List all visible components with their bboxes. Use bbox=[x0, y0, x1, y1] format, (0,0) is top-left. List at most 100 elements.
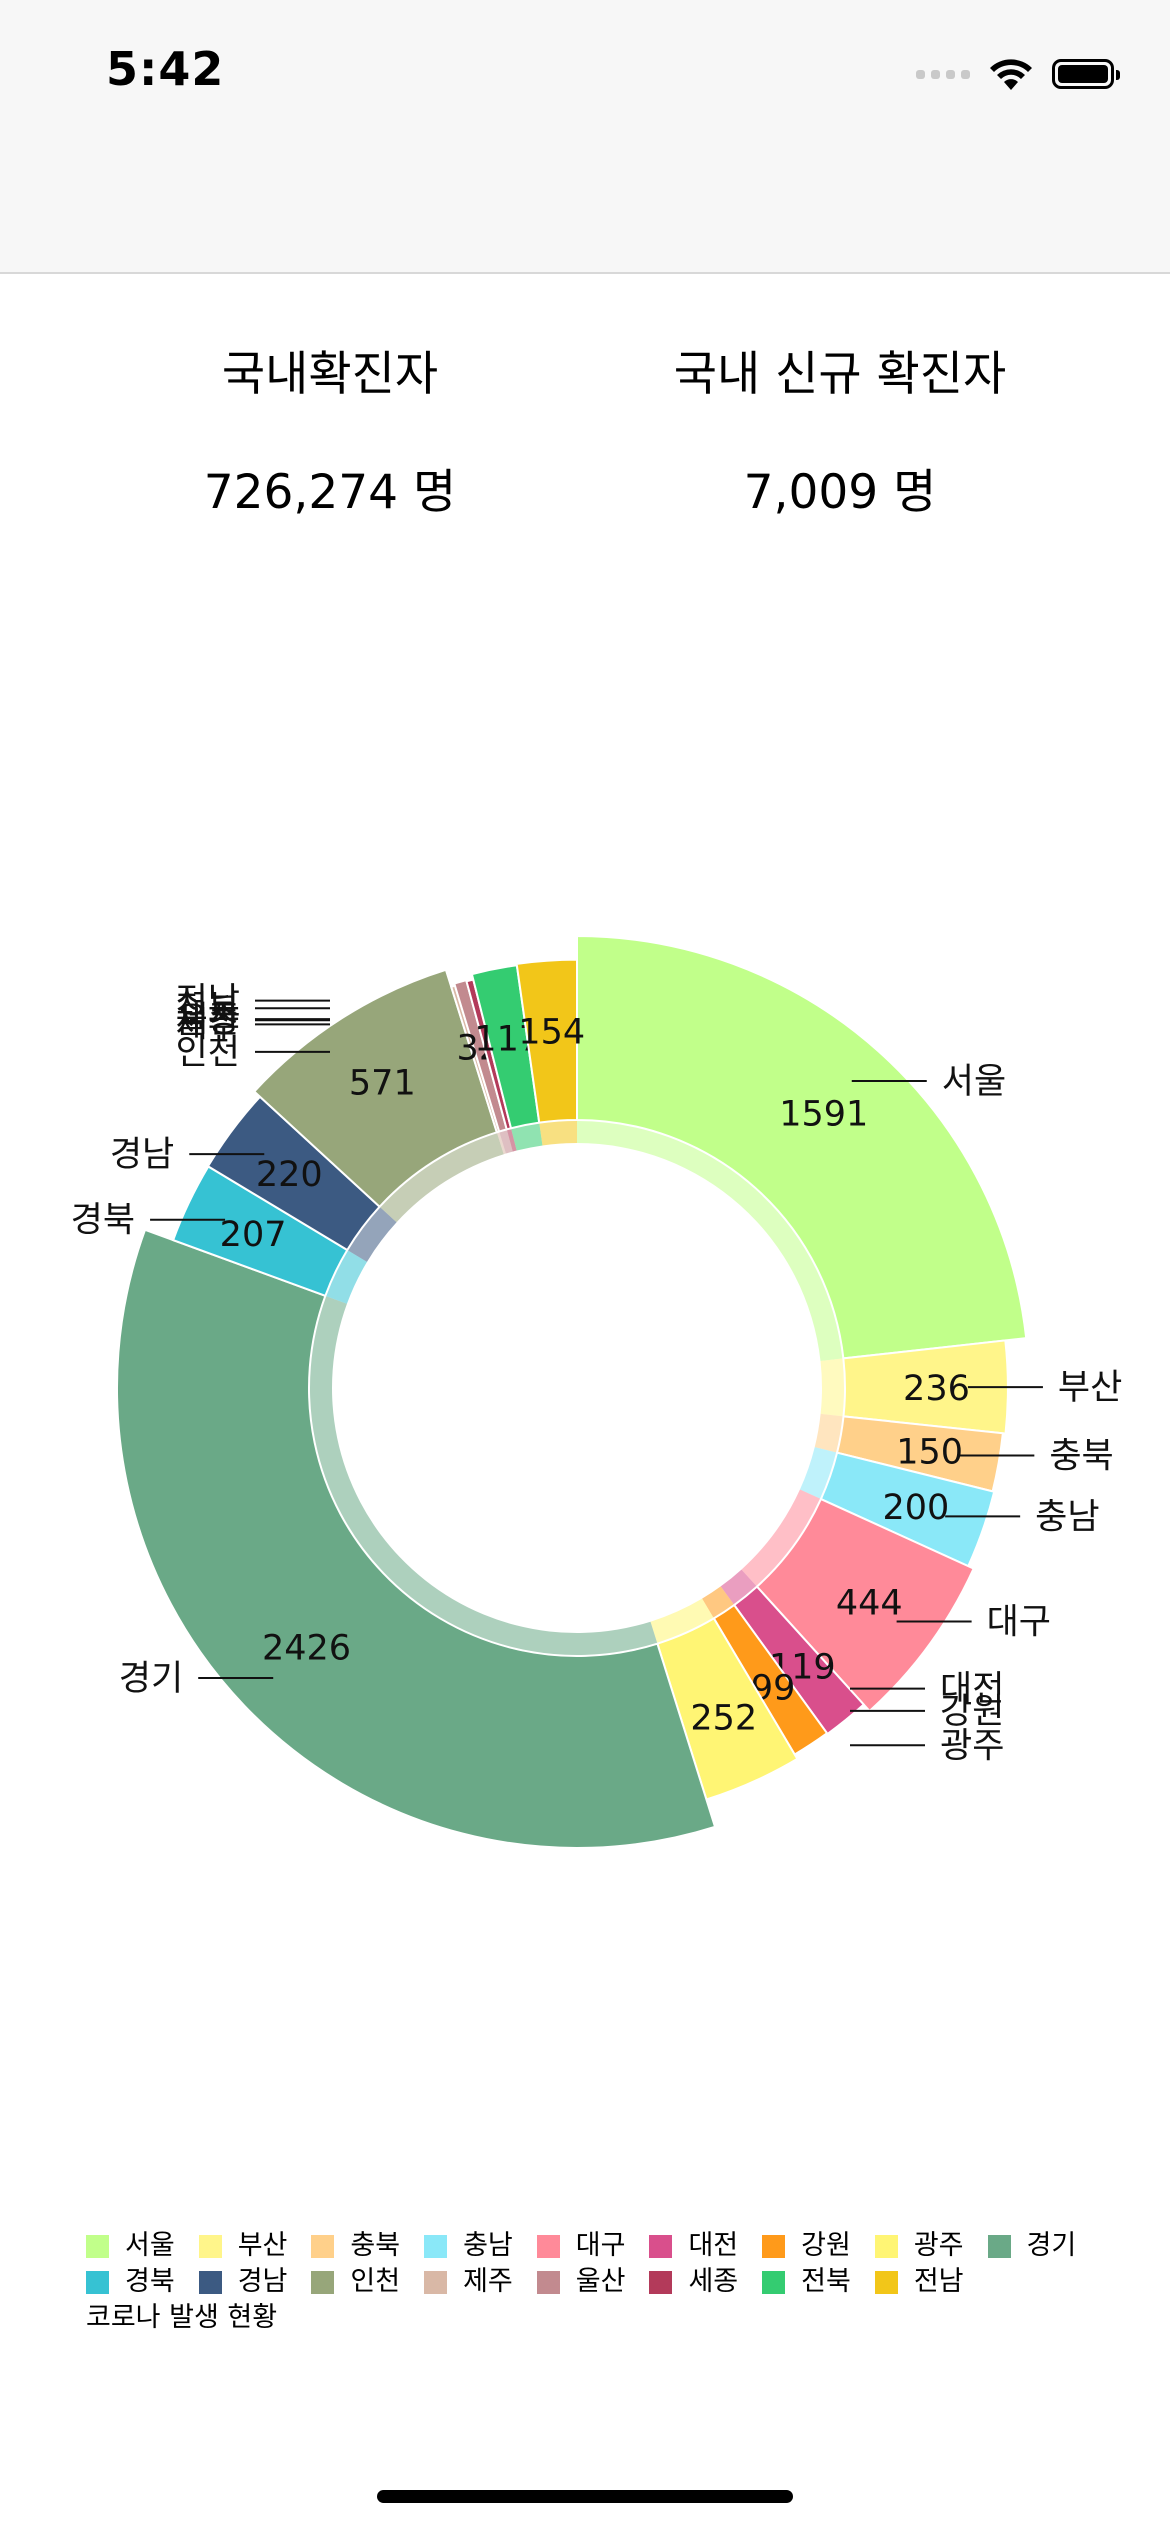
slice-inner-전남 bbox=[539, 1120, 577, 1146]
slice-inner-부산 bbox=[820, 1358, 845, 1417]
value-label-충북: 150 bbox=[896, 1432, 963, 1472]
legend-item-서울[interactable]: 서울 bbox=[86, 2228, 175, 2264]
legend-label: 전남 bbox=[913, 2266, 964, 2297]
legend-swatch bbox=[762, 2270, 786, 2294]
legend-label: 경북 bbox=[125, 2266, 175, 2297]
slice-inner-대전 bbox=[720, 1569, 757, 1606]
slice-inner-인천 bbox=[379, 1132, 504, 1223]
legend-item-인천[interactable]: 인천 bbox=[311, 2264, 400, 2300]
legend-swatch bbox=[649, 2234, 673, 2258]
slice-inner-충남 bbox=[799, 1447, 838, 1500]
category-label-대구: 대구 bbox=[987, 1603, 1051, 1643]
legend-swatch bbox=[762, 2234, 786, 2258]
category-label-대전: 대전 bbox=[940, 1670, 1004, 1710]
legend-swatch bbox=[311, 2270, 335, 2294]
legend-label: 전북 bbox=[801, 2266, 851, 2297]
legend-item-충북[interactable]: 충북 bbox=[311, 2228, 400, 2264]
slice-inner-제주 bbox=[496, 1131, 506, 1155]
legend-item-광주[interactable]: 광주 bbox=[874, 2228, 964, 2264]
slice-전남[interactable] bbox=[515, 958, 578, 1124]
legend-item-부산[interactable]: 부산 bbox=[198, 2228, 287, 2264]
value-label-경남: 220 bbox=[256, 1155, 323, 1195]
battery-icon bbox=[1052, 59, 1120, 89]
category-label-세종: 세종 bbox=[176, 1000, 240, 1040]
legend-label: 충남 bbox=[463, 2230, 513, 2261]
legend-item-대구[interactable]: 대구 bbox=[536, 2228, 626, 2264]
slice-inner-충북 bbox=[814, 1413, 844, 1453]
new-confirmed-label: 국내 신규 확진자 bbox=[673, 347, 1007, 402]
legend-swatch bbox=[311, 2234, 335, 2258]
legend-swatch bbox=[649, 2270, 673, 2294]
slice-inner-전북 bbox=[511, 1122, 543, 1151]
legend-swatch bbox=[424, 2270, 448, 2294]
legend-label: 울산 bbox=[575, 2266, 626, 2297]
slice-inner-광주 bbox=[650, 1598, 714, 1644]
legend-label: 강원 bbox=[801, 2230, 851, 2261]
slice-inner-서울 bbox=[577, 1120, 844, 1361]
category-label-서울: 서울 bbox=[942, 1062, 1006, 1102]
legend-swatch bbox=[536, 2270, 560, 2294]
legend-swatch bbox=[424, 2234, 448, 2258]
total-confirmed-label: 국내확진자 bbox=[221, 347, 439, 402]
slice-inner-세종 bbox=[506, 1128, 517, 1152]
category-label-경남: 경남 bbox=[110, 1135, 174, 1175]
legend-swatch bbox=[874, 2234, 898, 2258]
slice-경기[interactable] bbox=[116, 1228, 717, 1849]
slice-서울[interactable] bbox=[576, 935, 1028, 1360]
legend-item-경남[interactable]: 경남 bbox=[198, 2264, 288, 2300]
value-label-경기: 2426 bbox=[262, 1628, 351, 1668]
value-label-충남: 200 bbox=[883, 1488, 950, 1528]
category-label-강원: 강원 bbox=[940, 1692, 1004, 1732]
slice-인천[interactable] bbox=[252, 968, 499, 1209]
category-label-광주: 광주 bbox=[940, 1726, 1004, 1766]
status-bar: 5:42 bbox=[0, 0, 1170, 274]
legend-label: 경남 bbox=[237, 2266, 288, 2297]
legend-item-전북[interactable]: 전북 bbox=[762, 2264, 851, 2300]
legend-label: 제주 bbox=[463, 2266, 513, 2297]
value-label-대구: 444 bbox=[836, 1584, 903, 1624]
legend-label: 인천 bbox=[350, 2266, 401, 2297]
category-label-제주: 제주 bbox=[176, 1005, 240, 1045]
legend-swatch bbox=[987, 2234, 1011, 2258]
category-label-충남: 충남 bbox=[1035, 1497, 1099, 1537]
value-label-전남: 154 bbox=[518, 1013, 585, 1053]
legend-item-충남[interactable]: 충남 bbox=[424, 2228, 513, 2264]
legend-item-경기[interactable]: 경기 bbox=[987, 2228, 1077, 2264]
legend-item-강원[interactable]: 강원 bbox=[762, 2228, 851, 2264]
legend-label: 경기 bbox=[1026, 2230, 1077, 2261]
value-label-광주: 252 bbox=[690, 1698, 757, 1738]
category-label-경북: 경북 bbox=[71, 1201, 135, 1241]
status-time: 5:42 bbox=[106, 42, 225, 96]
legend-item-울산[interactable]: 울산 bbox=[536, 2264, 626, 2300]
category-label-전북: 전북 bbox=[176, 989, 240, 1029]
legend-item-대전[interactable]: 대전 bbox=[649, 2228, 738, 2264]
legend-item-전남[interactable]: 전남 bbox=[874, 2264, 964, 2300]
category-label-울산: 울산 bbox=[176, 1001, 240, 1041]
value-label-부산: 236 bbox=[903, 1369, 970, 1409]
slice-inner-대구 bbox=[741, 1489, 821, 1587]
legend-item-세종[interactable]: 세종 bbox=[649, 2264, 738, 2300]
legend-swatch bbox=[874, 2270, 898, 2294]
legend-swatch bbox=[198, 2234, 222, 2258]
chart-caption: 코로나 발생 현황 bbox=[86, 2302, 278, 2333]
legend-item-경북[interactable]: 경북 bbox=[86, 2264, 175, 2300]
home-indicator[interactable] bbox=[377, 2490, 793, 2503]
legend-label: 서울 bbox=[125, 2230, 175, 2261]
category-label-충북: 충북 bbox=[1049, 1437, 1113, 1477]
wifi-icon bbox=[990, 59, 1032, 90]
legend-label: 충북 bbox=[350, 2230, 401, 2261]
legend-label: 대전 bbox=[688, 2230, 739, 2261]
slice-inner-경기 bbox=[308, 1295, 658, 1656]
legend-item-제주[interactable]: 제주 bbox=[424, 2264, 513, 2300]
category-label-부산: 부산 bbox=[1058, 1368, 1122, 1408]
new-confirmed-panel: 국내 신규 확진자 7,009 명 bbox=[580, 340, 1100, 528]
legend-label: 세종 bbox=[688, 2266, 739, 2297]
value-label-경북: 207 bbox=[220, 1215, 287, 1255]
category-label-인천: 인천 bbox=[176, 1033, 240, 1073]
legend-label: 대구 bbox=[575, 2230, 626, 2261]
total-confirmed-value: 726,274 명 bbox=[203, 465, 457, 520]
status-icons bbox=[916, 54, 1120, 94]
cellular-signal-icon bbox=[916, 69, 970, 79]
